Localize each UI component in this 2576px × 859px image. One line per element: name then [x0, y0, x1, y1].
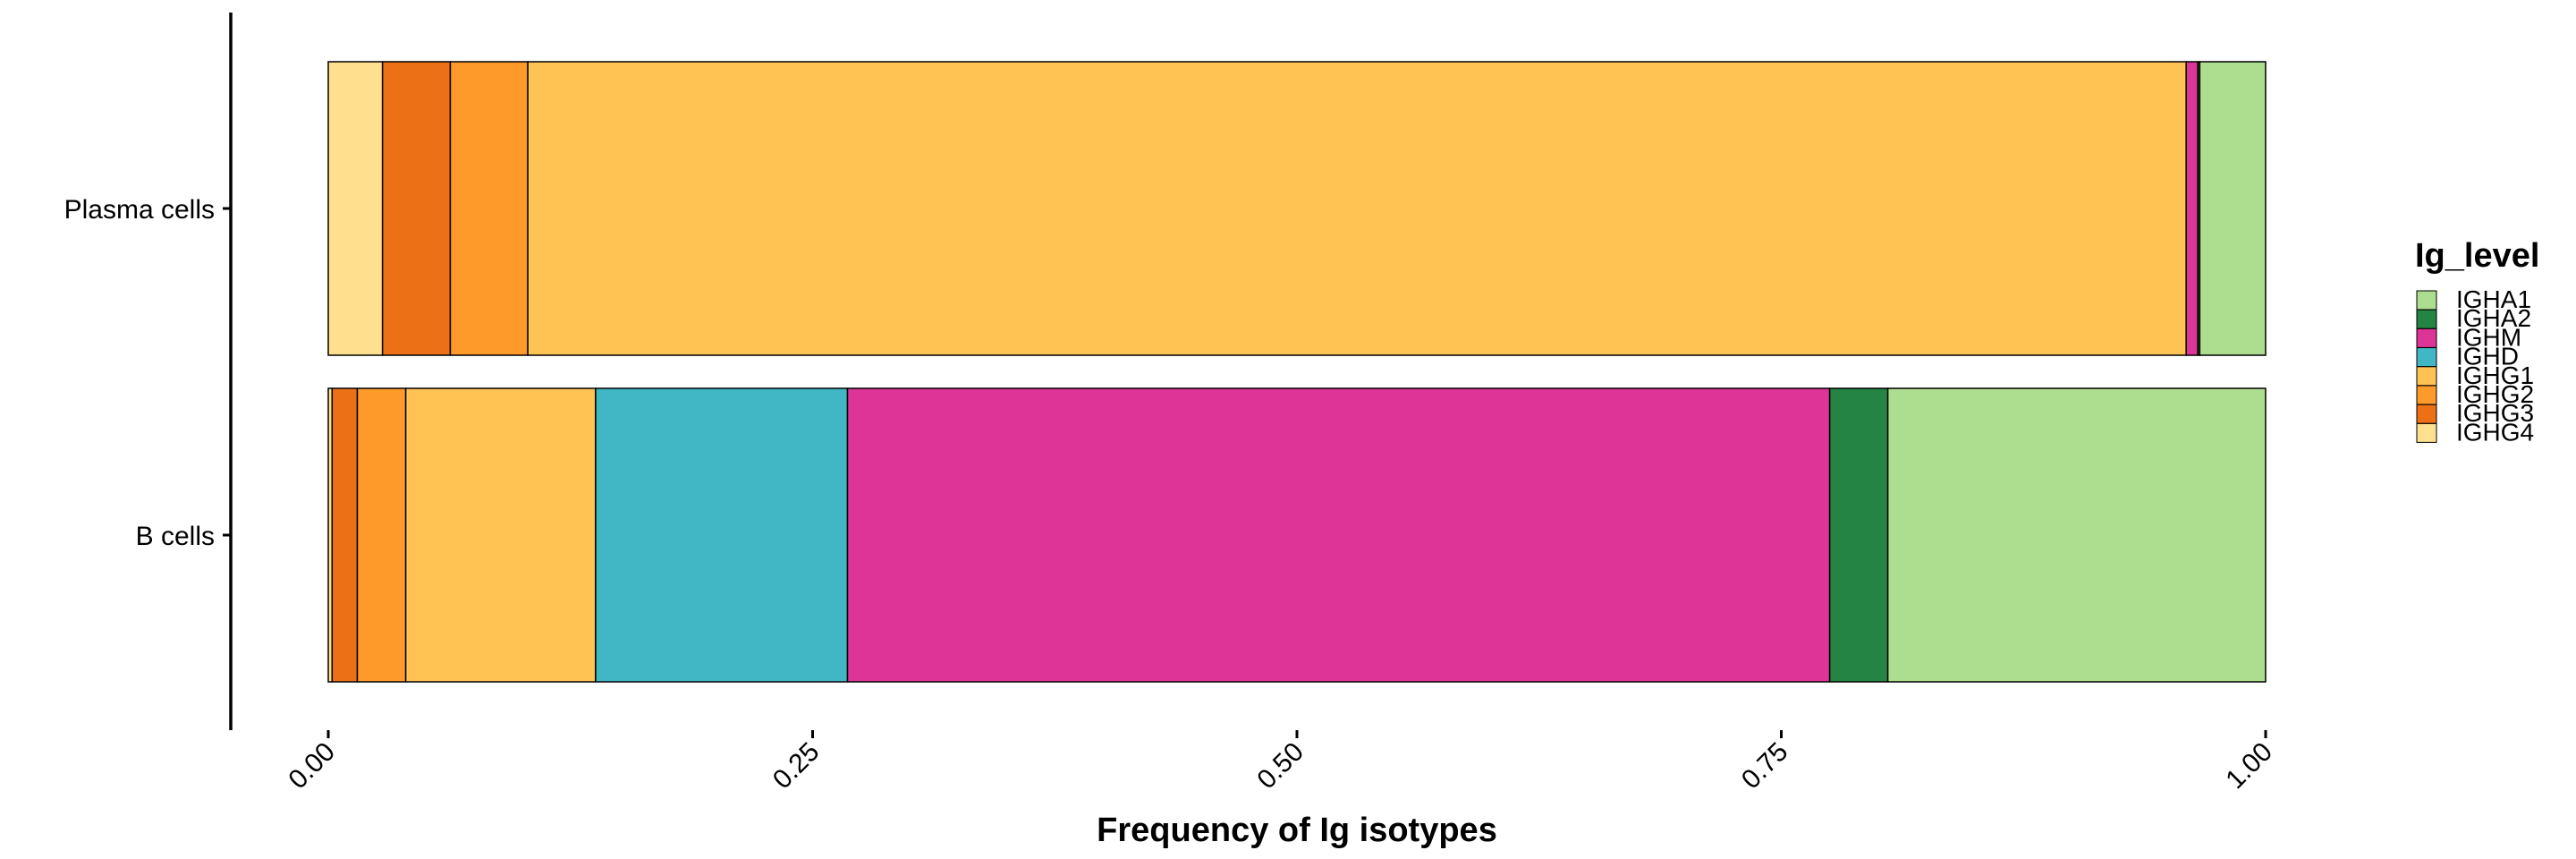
- legend-key-ighg4: [2416, 422, 2437, 443]
- legend-label-ighd: IGHD: [2456, 343, 2519, 370]
- x-axis: 0.00 0.25 0.50 0.75 1.00: [283, 730, 2278, 795]
- legend-key-ighg3: [2416, 404, 2437, 424]
- bar-segment-igha1-b-cells: [1886, 387, 2267, 683]
- bar-segment-ighg4-plasma-cells: [327, 61, 384, 356]
- legend-key-ighg1: [2416, 366, 2437, 387]
- bars-layer: [327, 61, 2267, 683]
- legend-key-igha2: [2416, 309, 2437, 329]
- y-tick-label: B cells: [136, 522, 215, 551]
- bar-segment-igha2-b-cells: [1828, 387, 1889, 683]
- bar-segment-ighd-b-cells: [595, 387, 849, 683]
- x-tick-label: 0.50: [1251, 737, 1309, 795]
- legend-key-ighm: [2416, 327, 2437, 348]
- bar-segment-igha1-plasma-cells: [2199, 61, 2267, 356]
- x-tick-label: 0.00: [283, 737, 341, 795]
- y-axis: Plasma cells B cells: [64, 195, 231, 551]
- bar-segment-ighg3-b-cells: [331, 387, 359, 683]
- x-tick-label: 1.00: [2220, 737, 2278, 795]
- legend: Ig_level IGHA1IGHA2IGHMIGHDIGHG1IGHG2IGH…: [2415, 237, 2539, 446]
- bar-segment-ighm-plasma-cells: [2185, 61, 2199, 356]
- bar-segment-ighg3-plasma-cells: [381, 61, 452, 356]
- legend-label-ighg3: IGHG3: [2456, 399, 2534, 427]
- legend-label-ighg2: IGHG2: [2456, 380, 2534, 408]
- legend-label-ighm: IGHM: [2456, 323, 2521, 351]
- legend-key-ighd: [2416, 347, 2437, 368]
- bar-segment-ighm-b-cells: [846, 387, 1831, 683]
- bar-segment-ighg2-b-cells: [356, 387, 407, 683]
- bar-segment-ighg1-plasma-cells: [527, 61, 2187, 356]
- x-tick-label: 0.75: [1736, 737, 1794, 795]
- bar-segment-ighg2-plasma-cells: [449, 61, 529, 356]
- bar-segment-ighg1-b-cells: [404, 387, 597, 683]
- legend-label-ighg4: IGHG4: [2456, 418, 2534, 446]
- legend-key-ighg2: [2416, 385, 2437, 405]
- legend-key-igha1: [2416, 290, 2437, 310]
- x-tick-label: 0.25: [767, 737, 826, 795]
- legend-title: Ig_level: [2415, 237, 2539, 275]
- legend-label-ighg1: IGHG1: [2456, 361, 2534, 389]
- x-axis-title: Frequency of Ig isotypes: [1097, 812, 1497, 849]
- legend-label-igha2: IGHA2: [2456, 304, 2531, 332]
- y-tick-label: Plasma cells: [64, 195, 215, 225]
- legend-label-igha1: IGHA1: [2456, 285, 2531, 313]
